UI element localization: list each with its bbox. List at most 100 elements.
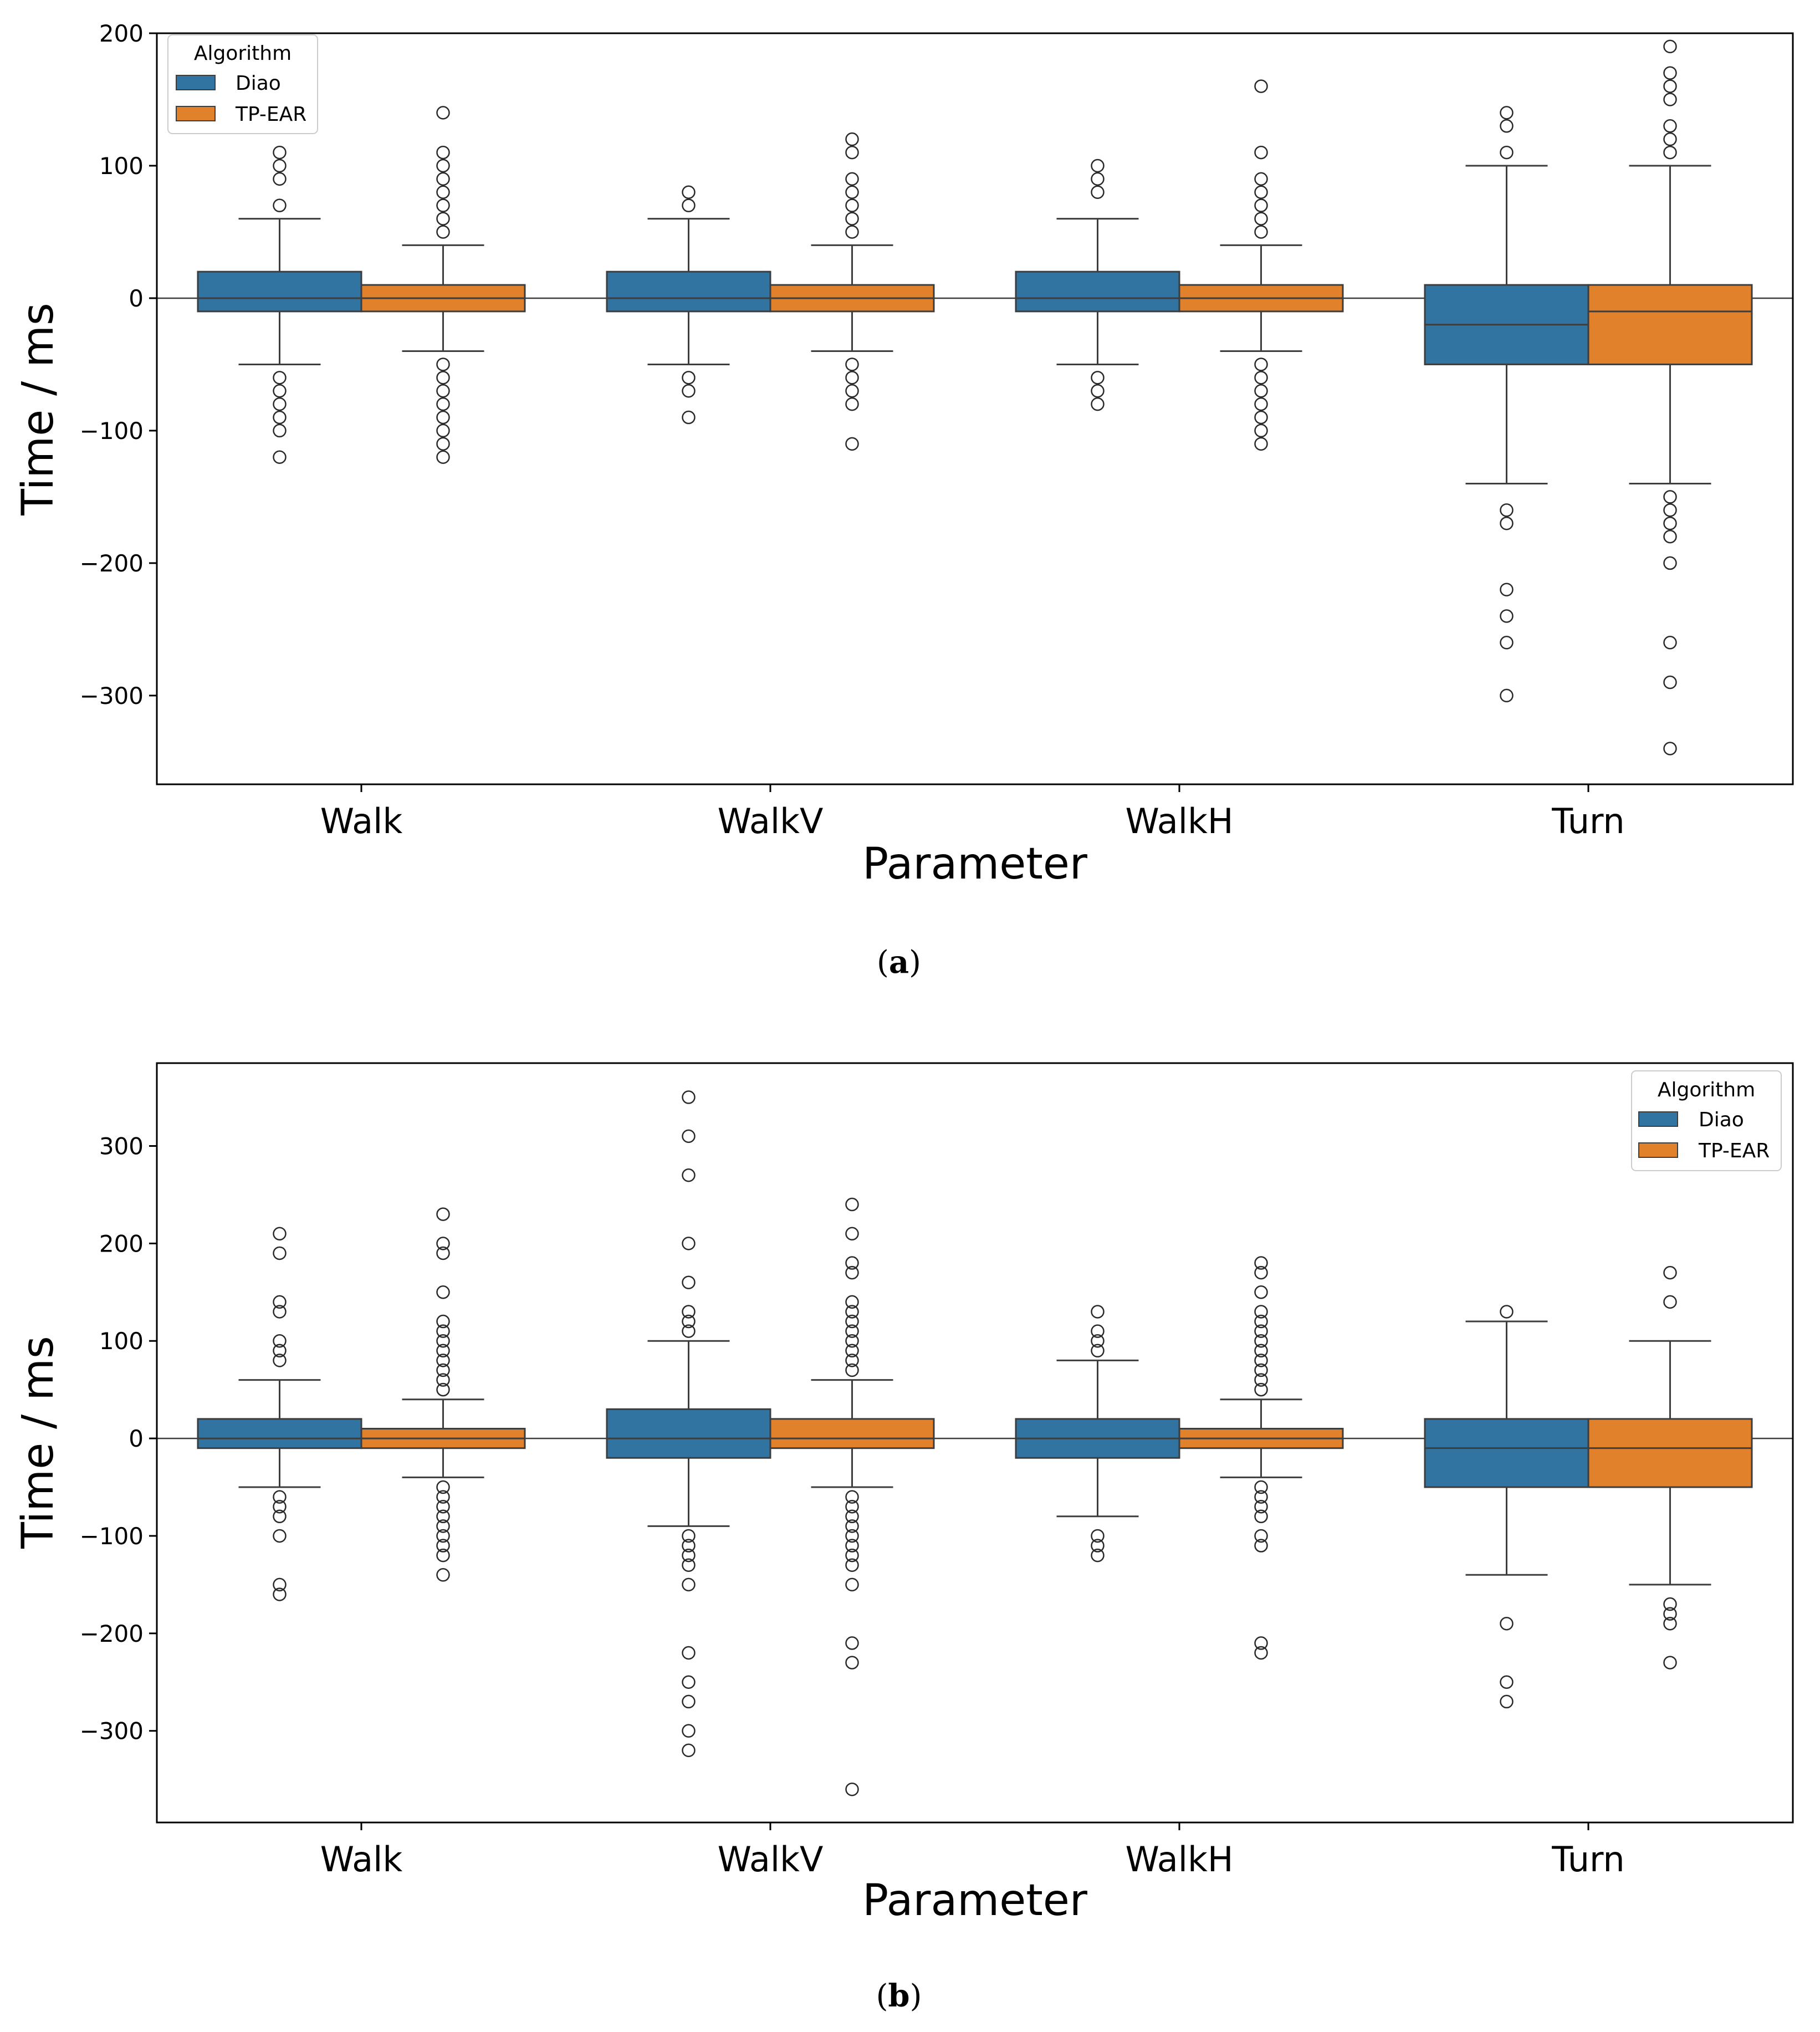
panel-b-tpear-walk-outlier [436,1529,450,1543]
panel-b-frame [156,1062,1794,1824]
panel-a-tpear-turn-outlier [1663,529,1677,544]
panel-b-diao-walk-outlier [273,1499,287,1514]
panel-b-diao-walkv-outlier [682,1275,696,1289]
panel-b-diao-walkv-outlier [682,1090,696,1104]
panel-a-diao-walk-outlier [273,172,287,186]
panel-b-diao-walkv-outlier [682,1694,696,1709]
panel-b-tpear-walk-outlier [436,1246,450,1260]
panel-b-y-tick-label: −200 [80,1620,144,1647]
panel-b-y-tick-label: 0 [129,1425,144,1452]
panel-a-diao-walk-outlier [273,410,287,425]
panel-b-diao-walk-outlier [273,1490,287,1504]
panel-b-diao-walk-outlier [273,1587,287,1601]
panel-a-tpear-walk-outlier [436,358,450,371]
panel-b-x-tick-label-walkv: WalkV [718,1839,824,1880]
panel-a-x-tick-label-walkh: WalkH [1125,801,1233,841]
panel-a-tpear-turn-box [1587,284,1753,365]
panel-a-tpear-turn-outlier [1663,145,1677,160]
panel-a-diao-walkv-box [606,270,771,313]
panel-b-diao-walkh-outlier [1091,1334,1105,1348]
panel-b-tpear-walkv-outlier [845,1499,859,1514]
panel-a-tpear-turn-outlier [1663,39,1677,54]
panel-b-tpear-walkv-outlier [845,1539,859,1553]
panel-b-tpear-walkv-box [769,1418,935,1449]
panel-a-diao-walkh-outlier [1091,172,1105,186]
panel-a-diao-walkh-box [1015,270,1180,313]
panel-b-tpear-walkv-outlier [845,1295,859,1309]
panel-a-y-tick-label: −300 [80,682,144,709]
panel-a-tpear-walkh-outlier [1254,358,1268,371]
panel-b-tpear-walk-outlier [436,1324,450,1338]
panel-a-tpear-walk-outlier [436,410,450,425]
panel-a-tpear-walkh-outlier [1254,198,1268,212]
panel-b-diao-walk-outlier [273,1246,287,1260]
panel-b-tpear-walkh-outlier [1254,1344,1268,1358]
panel-b-tpear-walkv-outlier [845,1256,859,1270]
panel-b-tpear-walk-outlier [436,1344,450,1358]
panel-a-y-tick-label: 100 [99,152,144,180]
panel-b-tpear-walkv-outlier [845,1265,859,1280]
panel-b-tpear-walkv-outlier [845,1324,859,1338]
panel-b-tpear-walkh-outlier [1254,1285,1268,1299]
panel-b-tpear-walk-outlier [436,1363,450,1377]
panel-b-tpear-walk-outlier [436,1480,450,1494]
panel-b-diao-walk-outlier [273,1509,287,1524]
panel-a-tpear-walkv-outlier [845,371,859,385]
panel-b-tpear-walkv-outlier [845,1548,859,1563]
panel-a-tpear-turn-outlier [1663,503,1677,517]
panel-a-diao-turn-outlier [1500,119,1514,133]
panel-b-tpear-walkh-outlier [1254,1314,1268,1329]
panel-a-tpear-walkv-outlier [845,437,859,451]
panel-a-tpear-walk-outlier [436,212,450,226]
panel-b-tpear-walkv-outlier [845,1197,859,1212]
panel-a-x-tick-label-walk: Walk [320,801,403,841]
panel-a-diao-walk-outlier [273,198,287,212]
panel-b-diao-walkv-outlier [682,1237,696,1250]
panel-b-diao-walkv-outlier [682,1314,696,1329]
panel-a-diao-walk-outlier [273,450,287,464]
panel-b-tpear-turn-box [1587,1418,1753,1488]
panel-b-tpear-walk-outlier [436,1568,450,1582]
panel-a-tpear-walkh-outlier [1254,212,1268,226]
panel-a-tpear-walkh-outlier [1254,410,1268,425]
panel-b-diao-walkv-outlier [682,1558,696,1572]
panel-a-tpear-walkv-outlier [845,225,859,239]
panel-a-tpear-walk-outlier [436,384,450,398]
panel-b-diao-walkv-outlier [682,1129,696,1143]
panel-b-tpear-walk-outlier [436,1490,450,1504]
panel-b-diao-walk-outlier [273,1577,287,1592]
panel-b-diao-walk-outlier [273,1305,287,1319]
panel-a-diao-turn-outlier [1500,609,1514,623]
panel-b-tpear-walk-outlier [436,1382,450,1397]
panel-a-tpear-turn-outlier [1663,556,1677,570]
panel-a-tpear-walk-outlier [436,172,450,186]
panel-b-diao-walkv-outlier [682,1324,696,1338]
panel-b-diao-walk-box [197,1418,362,1449]
panel-b-y-axis-label: Time / ms [13,1336,63,1549]
panel-b-y-tick-label: 200 [99,1230,144,1257]
panel-a-tpear-walkh-outlier [1254,397,1268,411]
panel-a-caption: (a) [877,944,921,981]
panel-b-legend-label-diao: Diao [1699,1109,1744,1131]
panel-b-tpear-turn-outlier [1663,1295,1677,1309]
panel-a-chart: 200 100 0 −100 −200 −300 Walk WalkV WalkH Turn Al… [13,20,1794,889]
panel-a-tpear-walkh-outlier [1254,79,1268,93]
panel-b-diao-walk-outlier [273,1529,287,1543]
panel-a-x-tick-label-walkv: WalkV [718,801,824,841]
panel-a-tpear-walk-outlier [436,159,450,173]
panel-a-tpear-walk-outlier [436,371,450,385]
panel-b-diao-walkv-box [606,1408,771,1459]
panel-b-tpear-turn-outlier [1663,1265,1677,1280]
panel-b-tpear-walkv-outlier [845,1519,859,1533]
panel-b-tpear-walkv-outlier [845,1509,859,1524]
panel-a-diao-walkv-outlier [682,410,696,425]
panel-a-tpear-walkh-outlier [1254,145,1268,160]
panel-b-diao-walk-outlier [273,1295,287,1309]
panel-b-tpear-walkv-outlier [845,1334,859,1348]
panel-a-tpear-walk-outlier [436,145,450,160]
panel-a-y-axis-label: Time / ms [13,303,63,515]
panel-b-x-tick-label-walkh: WalkH [1125,1839,1233,1880]
panel-b-diao-turn-outlier [1500,1694,1514,1709]
panel-a-diao-walk-outlier [273,423,287,438]
panel-a-frame [156,32,1794,785]
